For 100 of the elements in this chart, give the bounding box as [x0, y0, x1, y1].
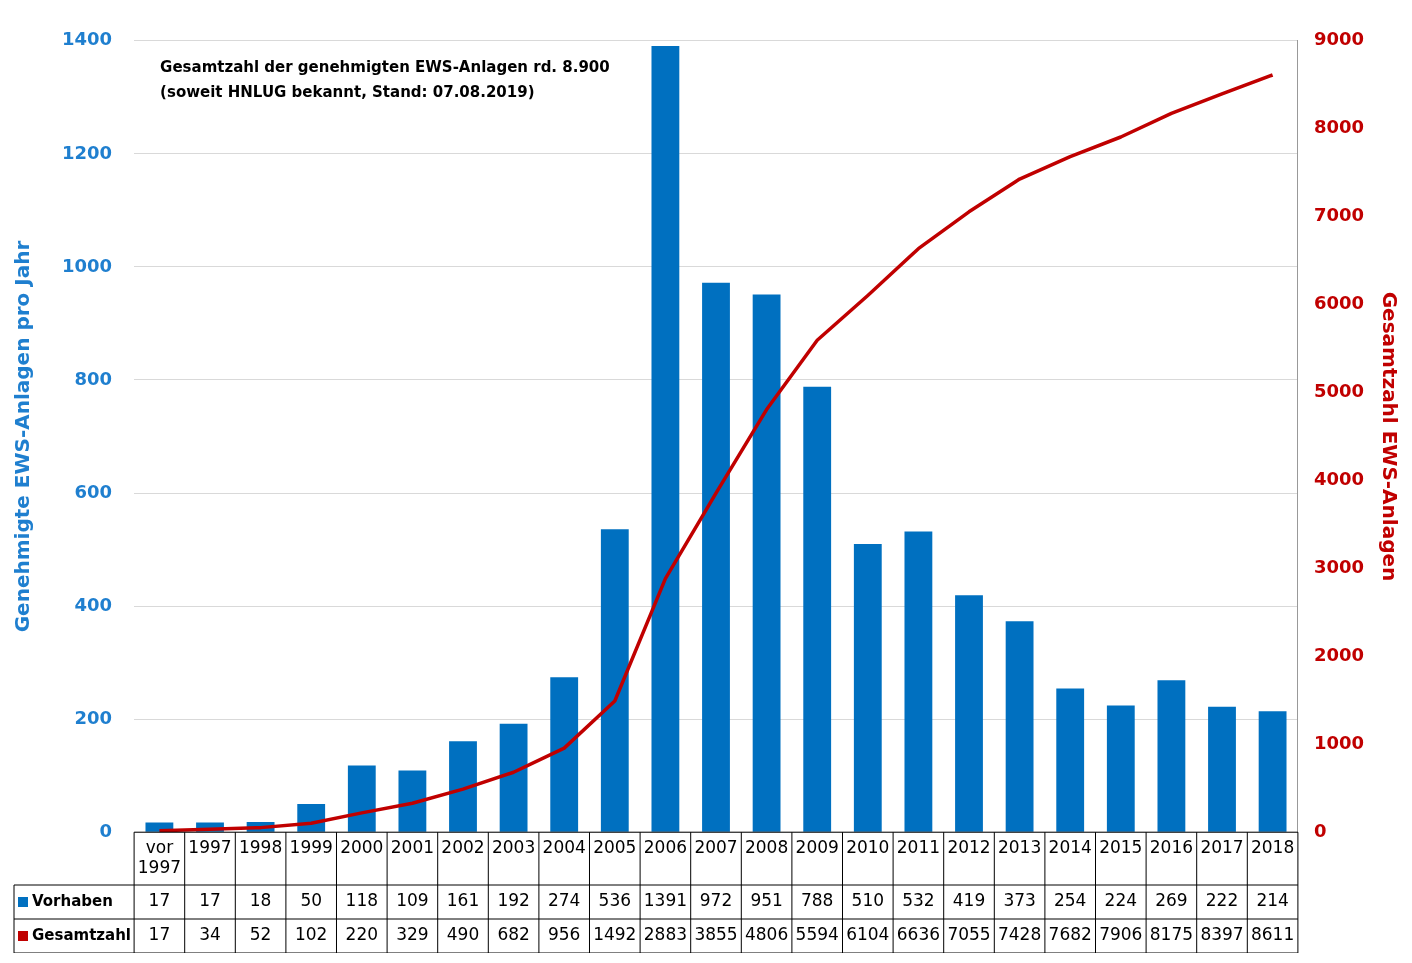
bar: [449, 741, 477, 832]
y-axis-title: Genehmigte EWS-Anlagen pro Jahr: [10, 240, 35, 633]
data-label: 18: [249, 890, 272, 911]
x-tick-label: 2001: [390, 836, 435, 857]
data-label: 274: [547, 890, 581, 911]
bar: [853, 543, 882, 832]
data-label: 224: [1104, 890, 1138, 911]
bar: [600, 529, 629, 832]
y2-tick-label: 7000: [1313, 204, 1365, 226]
data-label: 3855: [694, 924, 738, 945]
data-label: 254: [1053, 890, 1087, 911]
y2-axis-title: Gesamtzahl EWS-Anlagen: [1377, 291, 1402, 582]
data-label: 7682: [1048, 924, 1092, 945]
bar: [702, 282, 730, 832]
bar: [1106, 705, 1135, 832]
y2-tick-label: 0: [1313, 819, 1327, 841]
y-tick-label: 400: [74, 593, 113, 615]
data-label: 788: [800, 890, 834, 911]
bar: [499, 723, 528, 832]
y-tick-label: 800: [74, 367, 113, 389]
bar: [1208, 706, 1236, 832]
annotation: Gesamtzahl der genehmigten EWS-Anlagen rd. 8.900: [160, 58, 610, 77]
y-tick-label: 200: [74, 706, 113, 728]
data-label: 269: [1155, 890, 1188, 911]
y-tick-label: 1000: [61, 254, 113, 276]
bar: [1005, 621, 1034, 832]
bar: [1258, 711, 1287, 832]
legend-label: Gesamtzahl: [32, 925, 132, 944]
y-tick-label: 1400: [61, 28, 113, 50]
data-label: 17: [199, 890, 221, 911]
x-tick-label: 2006: [643, 836, 688, 857]
bar: [347, 765, 376, 832]
data-label: 17: [148, 890, 171, 911]
y-tick-label: 1200: [61, 141, 113, 163]
bar: [1056, 688, 1085, 832]
x-tick-label: 2018: [1250, 836, 1295, 857]
x-tick-label: 2005: [593, 836, 637, 857]
y2-tick-label: 2000: [1313, 644, 1365, 666]
data-label: 956: [547, 924, 581, 945]
x-tick-label: 2000: [340, 836, 384, 857]
data-label: 7428: [997, 924, 1042, 945]
data-label: 951: [750, 890, 783, 911]
y-tick-label: 0: [99, 819, 113, 841]
x-tick-label: 2003: [491, 836, 536, 857]
data-label: 536: [598, 890, 632, 911]
data-label: 161: [446, 890, 480, 911]
data-label: 972: [699, 890, 733, 911]
x-tick-label: 2012: [947, 836, 991, 857]
y2-tick-label: 3000: [1313, 556, 1365, 578]
data-label: 2883: [643, 924, 688, 945]
x-tick-label: 2007: [694, 836, 738, 857]
data-label: 102: [294, 924, 328, 945]
data-label: 1391: [643, 890, 688, 911]
x-tick-label: 1999: [289, 836, 333, 857]
data-label: 109: [396, 890, 429, 911]
x-tick-label: 2014: [1048, 836, 1092, 857]
x-tick-label: 2011: [896, 836, 941, 857]
data-label: 6636: [896, 924, 941, 945]
x-tick-label: 2009: [795, 836, 839, 857]
x-tick-label: 2016: [1149, 836, 1194, 857]
data-label: 52: [249, 924, 272, 945]
x-tick-label: 1998: [238, 836, 283, 857]
bar: [651, 45, 680, 832]
data-label: 8397: [1200, 924, 1244, 945]
x-tick-label: 2004: [542, 836, 586, 857]
data-label: 220: [345, 924, 379, 945]
data-label: 4806: [744, 924, 789, 945]
data-label: 373: [1003, 890, 1036, 911]
x-tick-label: 2008: [744, 836, 789, 857]
bar: [904, 531, 933, 832]
y-tick-label: 600: [74, 480, 113, 502]
data-label: 5594: [795, 924, 839, 945]
data-label: 118: [345, 890, 379, 911]
data-label: 490: [446, 924, 480, 945]
data-label: 6104: [846, 924, 890, 945]
x-tick-label: 2013: [997, 836, 1042, 857]
x-tick-label: vor 1997: [137, 836, 182, 878]
data-label: 8175: [1149, 924, 1194, 945]
bar: [398, 770, 427, 832]
x-tick-label: 2002: [441, 836, 485, 857]
data-label: 532: [902, 890, 935, 911]
data-label: 419: [952, 890, 986, 911]
x-tick-label: 1997: [188, 836, 232, 857]
data-label: 17: [148, 924, 171, 945]
bar: [955, 595, 983, 832]
data-label: 222: [1205, 890, 1239, 911]
data-label: 50: [300, 890, 323, 911]
y2-tick-label: 4000: [1313, 468, 1365, 490]
data-label: 329: [396, 924, 429, 945]
data-label: 8611: [1250, 924, 1295, 945]
bar: [752, 294, 781, 832]
bar: [803, 386, 832, 832]
data-label: 34: [199, 924, 221, 945]
y2-tick-label: 9000: [1313, 28, 1365, 50]
y2-tick-label: 8000: [1313, 116, 1365, 138]
annotation: (soweit HNLUG bekannt, Stand: 07.08.2019): [160, 83, 535, 102]
data-label: 192: [497, 890, 530, 911]
bar: [1157, 680, 1186, 832]
y2-tick-label: 6000: [1313, 292, 1365, 314]
data-label: 682: [497, 924, 530, 945]
